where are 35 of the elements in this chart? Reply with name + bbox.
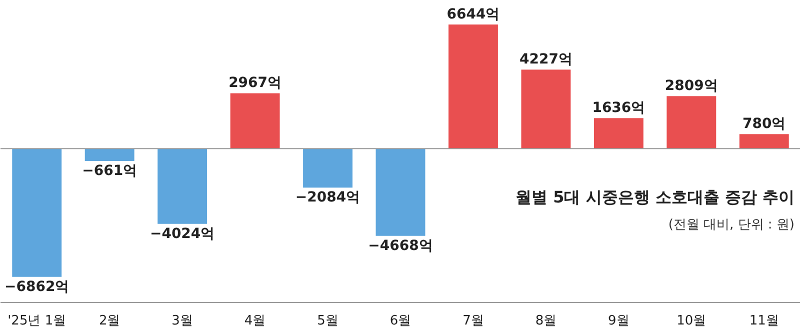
bar: [448, 24, 498, 149]
x-tick-label: 2월: [98, 314, 120, 328]
data-label: −661억: [82, 163, 138, 180]
bar: [739, 134, 789, 149]
bar: [521, 70, 571, 149]
bar: [594, 118, 644, 149]
data-label: 4227억: [519, 52, 572, 68]
x-tick-label: 11월: [749, 314, 779, 328]
data-label: −6862억: [4, 278, 70, 295]
text: 월별 5대 시중은행 소호대출 증감 추이: [516, 187, 794, 206]
x-tick-label: 8월: [535, 314, 557, 328]
x-tick-label: 5월: [317, 314, 338, 328]
x-tick-label: 10월: [676, 314, 706, 328]
x-tick-label: 9월: [608, 314, 630, 328]
bar: [158, 148, 208, 224]
bar: [376, 148, 426, 236]
x-tick-label: 6월: [390, 314, 412, 328]
data-label: −4668억: [368, 238, 433, 254]
x-tick-label: 4월: [244, 314, 266, 328]
data-label: 6644억: [446, 6, 500, 23]
data-label: −2084억: [295, 190, 360, 206]
data-label: 1636억: [592, 100, 646, 116]
x-tick-label: '25년 1월: [8, 314, 66, 328]
text: (전월 대비, 단위 : 원): [668, 217, 794, 232]
data-label: 780억: [742, 116, 786, 132]
bar: [303, 148, 352, 188]
data-label: −4024억: [150, 226, 215, 242]
x-tick-label: 3월: [172, 314, 193, 328]
bar: [84, 148, 134, 162]
data-label: 2967억: [228, 75, 282, 92]
bar: [12, 148, 62, 277]
bar: [230, 93, 280, 149]
bar: [666, 96, 716, 149]
data-label: 2809억: [664, 78, 718, 94]
x-tick-label: 7월: [462, 314, 484, 328]
